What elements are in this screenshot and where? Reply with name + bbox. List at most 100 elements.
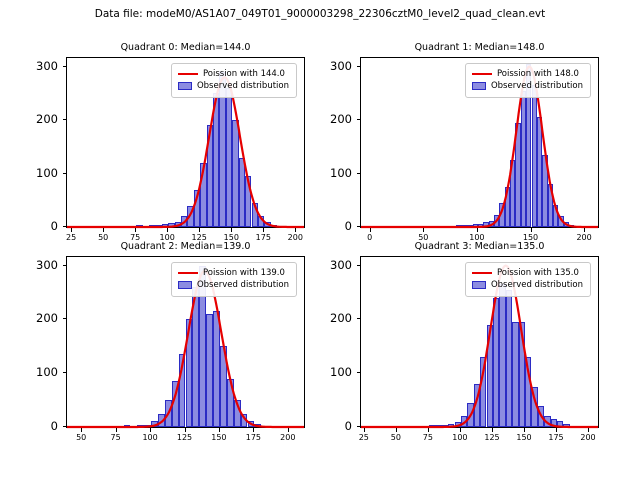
y-tick-label: 200: [330, 112, 352, 126]
legend: Poission with 148.0 Observed distributio…: [464, 63, 591, 98]
x-tick-mark: [476, 228, 478, 232]
x-tick-label: 100: [142, 433, 158, 442]
x-axis-ticks: 0 50 100 150 200: [360, 228, 599, 246]
x-tick-mark: [427, 428, 429, 432]
legend-row: Poission with 139.0: [177, 267, 289, 279]
x-tick-label: 100: [159, 233, 175, 242]
legend-label-observed: Observed distribution: [196, 81, 289, 92]
x-tick-mark: [199, 228, 201, 232]
histogram-bar: [206, 125, 213, 227]
x-tick-label: 150: [522, 233, 539, 242]
x-tick-label: 150: [516, 433, 532, 442]
x-tick-label: 200: [287, 233, 303, 242]
y-tick-mark: [356, 172, 360, 174]
histogram-bar: [512, 322, 519, 427]
y-tick-label: 300: [36, 58, 58, 73]
y-tick-mark: [62, 318, 66, 320]
y-tick-mark: [356, 318, 360, 320]
x-tick-mark: [103, 228, 105, 232]
legend-label-observed: Observed distribution: [490, 81, 583, 92]
x-tick-label: 125: [176, 433, 193, 442]
legend-row: Poission with 135.0: [471, 267, 583, 279]
x-tick-mark: [524, 428, 525, 432]
legend: Poission with 139.0 Observed distributio…: [170, 262, 297, 297]
y-tick-label: 100: [330, 165, 352, 180]
x-tick-mark: [584, 228, 586, 232]
histogram-bar: [486, 324, 493, 427]
x-tick-mark: [150, 428, 152, 432]
subplot-title: Quadrant 1: Median=148.0: [414, 42, 545, 53]
subplot-quadrant-0: Quadrant 0: Median=144.0 Poission with 1…: [36, 42, 305, 242]
histogram-bar: [480, 357, 487, 427]
y-tick-mark: [356, 426, 360, 427]
legend-patch-swatch: [471, 82, 486, 91]
legend-label-poisson: Poission with 139.0: [202, 268, 285, 278]
y-tick-label: 0: [50, 419, 58, 433]
histogram-bar: [213, 311, 220, 427]
x-tick-mark: [423, 228, 425, 232]
y-axis-ticks: 0 100 200 300: [26, 57, 66, 233]
x-tick-label: 75: [130, 233, 141, 242]
histogram-bars: [67, 257, 304, 427]
x-axis-ticks: 50 75 100 125 150 175 200: [66, 428, 305, 446]
x-tick-label: 125: [191, 233, 207, 242]
legend-line-swatch: [177, 72, 198, 76]
legend-patch-swatch: [471, 281, 486, 290]
x-tick-mark: [363, 428, 365, 432]
plot-area: Poission with 144.0 Observed distributio…: [66, 57, 305, 229]
x-tick-label: 100: [469, 233, 485, 242]
x-tick-mark: [588, 428, 589, 432]
x-tick-mark: [459, 428, 461, 432]
legend-row: Observed distribution: [471, 80, 583, 92]
x-tick-mark: [167, 228, 169, 232]
x-tick-mark: [218, 428, 220, 432]
y-tick-label: 0: [344, 219, 352, 233]
histogram-bar: [525, 357, 532, 427]
y-tick-mark: [62, 226, 66, 227]
y-tick-mark: [62, 65, 66, 67]
histogram-bar: [238, 157, 246, 227]
figure-title: Data file: modeM0/AS1A07_049T01_90000032…: [94, 8, 546, 20]
x-tick-mark: [492, 428, 493, 432]
plot-area: Poission with 135.0 Observed distributio…: [360, 256, 599, 429]
x-tick-mark: [263, 228, 265, 232]
y-tick-mark: [356, 264, 360, 266]
x-tick-mark: [369, 228, 371, 232]
subplot-quadrant-2: Quadrant 2: Median=139.0 Poission with 1…: [36, 241, 305, 442]
y-tick-mark: [356, 372, 360, 374]
x-tick-label: 150: [223, 233, 239, 242]
x-tick-mark: [395, 428, 397, 432]
legend-row: Poission with 144.0: [177, 68, 289, 80]
histogram-bar: [185, 319, 193, 427]
legend-row: Observed distribution: [177, 279, 289, 291]
x-tick-mark: [530, 228, 532, 232]
y-tick-label: 100: [36, 165, 58, 180]
subplot-title: Quadrant 2: Median=139.0: [120, 241, 251, 252]
legend-label-observed: Observed distribution: [196, 280, 289, 291]
subplot-quadrant-1: Quadrant 1: Median=148.0 Poission with 1…: [330, 42, 599, 242]
y-tick-mark: [62, 372, 66, 374]
x-axis-ticks: 25 50 75 100 125 150 175 200: [359, 428, 599, 446]
y-tick-mark: [62, 172, 66, 174]
y-tick-label: 100: [330, 365, 352, 380]
y-tick-mark: [356, 65, 360, 67]
x-tick-label: 50: [390, 433, 401, 442]
histogram-bar: [187, 205, 194, 227]
legend-line-swatch: [471, 271, 492, 275]
x-tick-label: 200: [576, 233, 592, 242]
y-axis-ticks: 0 100 200 300: [320, 57, 360, 233]
y-tick-mark: [356, 226, 360, 227]
subplot-title: Quadrant 0: Median=144.0: [120, 42, 251, 53]
x-axis-ticks: 25 50 75 100 125 150 175 200: [66, 228, 305, 246]
x-tick-mark: [135, 228, 137, 232]
y-tick-label: 200: [36, 112, 58, 126]
y-tick-label: 300: [330, 58, 352, 73]
x-tick-label: 125: [484, 433, 500, 442]
x-tick-label: 50: [418, 233, 429, 242]
x-tick-label: 50: [98, 233, 109, 242]
x-tick-mark: [231, 228, 233, 232]
legend-patch-swatch: [177, 281, 192, 290]
y-tick-label: 200: [36, 311, 58, 326]
y-tick-label: 100: [36, 365, 58, 380]
legend-row: Poission with 148.0: [471, 68, 583, 80]
